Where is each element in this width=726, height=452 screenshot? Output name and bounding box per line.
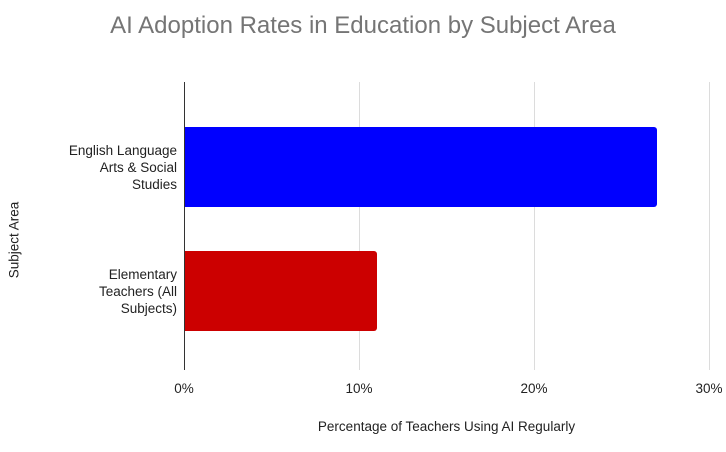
- category-label-ela: English Language Arts & Social Studies: [17, 142, 177, 193]
- x-tick-10: 10%: [345, 381, 373, 396]
- chart-title: AI Adoption Rates in Education by Subjec…: [110, 12, 616, 39]
- gridline-30: [709, 82, 710, 370]
- y-axis-line: [184, 82, 185, 370]
- bar-ela-social-studies[interactable]: [185, 127, 657, 207]
- gridline-20: [534, 82, 535, 370]
- category-label-line: Studies: [131, 177, 177, 192]
- gridline-10: [359, 82, 360, 370]
- x-tick-20: 20%: [520, 381, 548, 396]
- category-label-line: Arts & Social: [99, 160, 177, 175]
- bar-elementary-teachers[interactable]: [185, 251, 377, 331]
- category-label-line: Elementary: [108, 267, 177, 282]
- category-label-elementary: Elementary Teachers (All Subjects): [17, 266, 177, 317]
- x-axis-label: Percentage of Teachers Using AI Regularl…: [317, 419, 576, 434]
- plot-area: [184, 82, 710, 370]
- category-label-line: Subjects): [120, 301, 177, 316]
- x-tick-0: 0%: [174, 381, 194, 396]
- x-tick-30: 30%: [695, 381, 723, 396]
- category-label-line: Teachers (All: [98, 284, 177, 299]
- category-label-line: English Language: [68, 143, 177, 158]
